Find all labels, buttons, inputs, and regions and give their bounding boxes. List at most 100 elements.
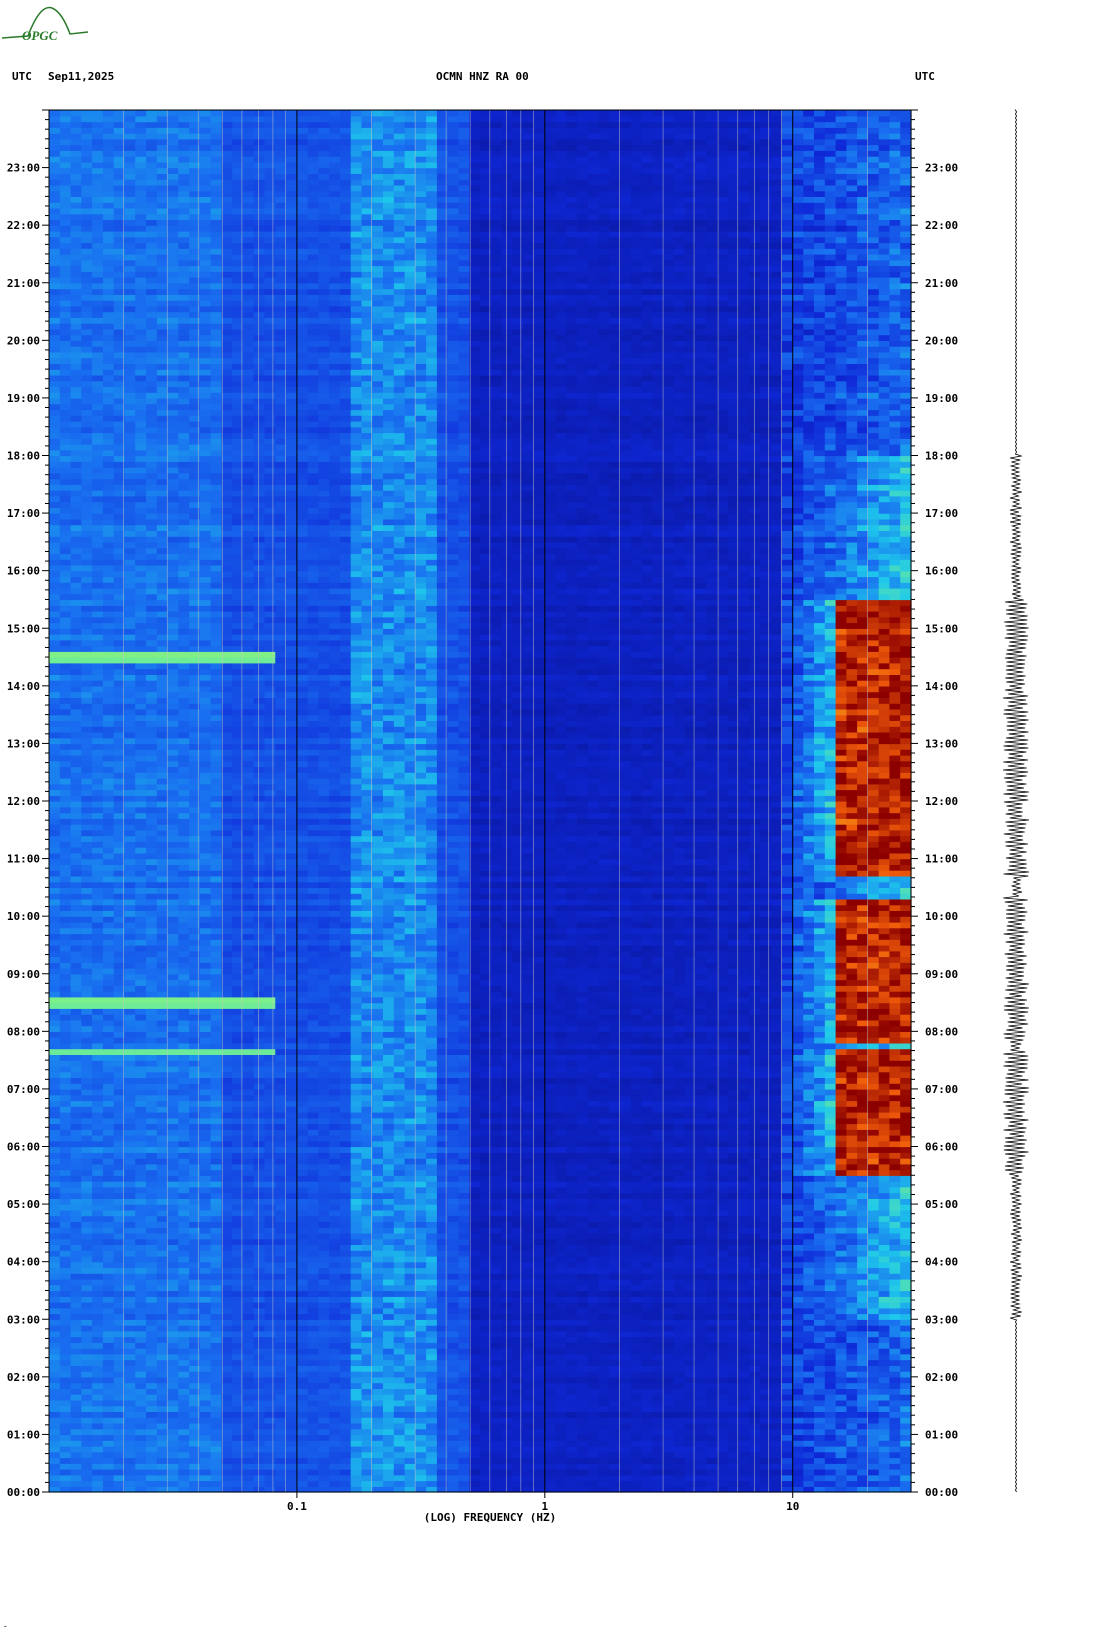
spectrogram-cell — [587, 1169, 600, 1176]
spectrogram-cell — [415, 1140, 427, 1148]
spectrogram-cell — [59, 1457, 72, 1464]
spectrogram-cell — [641, 1227, 653, 1234]
spectrogram-cell — [803, 1273, 815, 1280]
spectrogram-cell — [275, 1307, 287, 1315]
spectrogram-cell — [630, 1417, 643, 1424]
spectrogram-cell — [587, 1325, 600, 1332]
spectrogram-cell — [361, 1221, 373, 1228]
spectrogram-cell — [738, 1244, 750, 1251]
spectrogram-cell — [587, 1330, 600, 1338]
spectrogram-cell — [210, 1169, 222, 1176]
spectrogram-cell — [113, 1388, 126, 1395]
spectrogram-cell — [652, 1278, 664, 1286]
spectrogram-cell — [102, 1474, 115, 1482]
spectrogram-cell — [857, 1463, 869, 1470]
spectrogram-cell — [393, 1388, 406, 1395]
spectrogram-cell — [275, 1278, 287, 1286]
spectrogram-cell — [889, 1244, 901, 1251]
spectrogram-cell — [598, 1480, 610, 1487]
spectrogram-cell — [480, 1307, 492, 1315]
spectrogram-cell — [523, 1428, 535, 1436]
spectrogram-cell — [555, 1428, 567, 1436]
spectrogram-cell — [415, 1313, 427, 1320]
spectrogram-cell — [404, 1175, 416, 1182]
spectrogram-cell — [706, 1382, 718, 1389]
spectrogram-cell — [318, 1422, 330, 1430]
spectrogram-cell — [253, 1129, 266, 1136]
spectrogram-cell — [577, 1330, 589, 1338]
spectrogram-cell — [339, 1405, 352, 1412]
spectrogram-cell — [706, 1244, 718, 1251]
spectrogram-cell — [318, 1451, 330, 1459]
spectrogram-cell — [383, 1348, 395, 1355]
spectrogram-cell — [846, 1209, 858, 1217]
spectrogram-cell — [307, 1244, 319, 1251]
spectrogram-cell — [803, 1284, 815, 1292]
spectrogram-cell — [178, 1445, 190, 1453]
spectrogram-cell — [609, 1445, 621, 1453]
spectrogram-cell — [49, 1325, 61, 1332]
spectrogram-cell — [393, 1457, 406, 1464]
spectrogram-cell — [835, 1307, 847, 1315]
spectrogram-cell — [609, 1140, 621, 1148]
spectrogram-cell — [738, 1152, 750, 1159]
spectrogram-cell — [49, 1198, 61, 1205]
spectrogram-cell — [512, 1290, 524, 1297]
spectrogram-cell — [857, 1307, 869, 1315]
spectrogram-cell — [286, 1135, 298, 1142]
spectrogram-cell — [609, 1382, 621, 1389]
spectrogram-cell — [232, 1302, 244, 1309]
spectrogram-cell — [167, 1146, 179, 1153]
spectrogram-cell — [210, 1186, 222, 1194]
spectrogram-cell — [383, 1186, 395, 1194]
spectrogram-cell — [275, 1388, 287, 1395]
spectrogram-cell — [102, 1244, 115, 1251]
spectrogram-cell — [512, 1428, 524, 1436]
spectrogram-cell — [318, 1302, 330, 1309]
spectrogram-cell — [49, 1388, 61, 1395]
spectrogram-cell — [609, 1204, 621, 1211]
spectrogram-cell — [102, 1175, 115, 1182]
spectrogram-cell — [803, 1474, 815, 1482]
spectrogram-cell — [803, 1175, 815, 1182]
spectrogram-cell — [102, 1284, 115, 1292]
spectrogram-cell — [92, 1330, 104, 1338]
spectrogram-cell — [814, 1186, 826, 1194]
spectrogram-cell — [760, 1486, 772, 1493]
spectrogram-cell — [189, 1411, 201, 1418]
spectrogram-cell — [199, 1422, 212, 1430]
spectrogram-cell — [878, 1388, 891, 1395]
spectrogram-cell — [652, 1181, 664, 1188]
spectrogram-cell — [264, 1330, 276, 1338]
spectrogram-cell — [189, 1296, 201, 1303]
spectrogram-cell — [92, 1388, 104, 1395]
spectrogram-cell — [469, 1302, 481, 1309]
spectrogram-cell — [512, 1169, 524, 1176]
spectrogram-cell — [706, 1284, 718, 1292]
spectrogram-cell — [318, 1284, 330, 1292]
spectrogram-cell — [673, 1405, 686, 1412]
spectrogram-cell — [447, 1457, 460, 1464]
spectrogram-cell — [695, 1486, 707, 1493]
spectrogram-cell — [92, 1186, 104, 1194]
spectrogram-cell — [641, 1371, 653, 1378]
spectrogram-cell — [533, 1244, 546, 1251]
spectrogram-cell — [469, 1463, 481, 1470]
spectrogram-cell — [383, 1204, 395, 1211]
spectrogram-cell — [738, 1267, 750, 1274]
spectrogram-cell — [717, 1175, 729, 1182]
spectrogram-cell — [49, 1336, 61, 1343]
spectrogram-cell — [426, 1261, 438, 1269]
spectrogram-cell — [264, 1365, 276, 1372]
spectrogram-cell — [242, 1204, 255, 1211]
spectrogram-cell — [803, 1204, 815, 1211]
spectrogram-cell — [156, 1440, 169, 1447]
spectrogram-cell — [296, 1434, 309, 1441]
spectrogram-cell — [350, 1359, 363, 1366]
spectrogram-cell — [544, 1163, 557, 1171]
spectrogram-cell — [641, 1313, 653, 1320]
spectrogram-cell — [436, 1445, 449, 1453]
spectrogram-cell — [598, 1365, 610, 1372]
spectrogram-cell — [415, 1238, 427, 1245]
spectrogram-cell — [749, 1198, 761, 1205]
